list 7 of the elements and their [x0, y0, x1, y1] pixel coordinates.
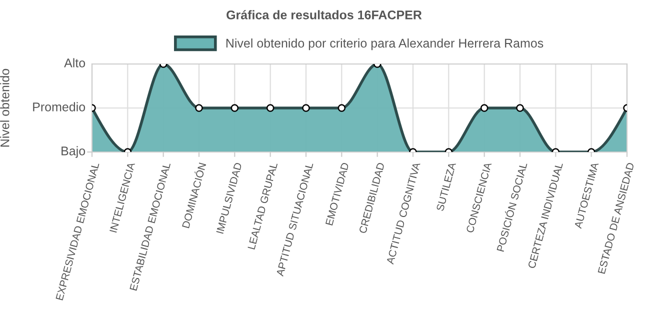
chart-title: Gráfica de resultados 16FACPER — [226, 10, 422, 20]
text: Promedio — [33, 102, 86, 112]
legend-label: Nivel obtenido por criterio para Alexander Herrera Ramos — [226, 38, 544, 50]
x-tick-label: LEALTAD GRUPAL — [248, 162, 278, 250]
text: Bajo — [62, 146, 86, 158]
text: Alto — [64, 58, 86, 68]
y-axis-title: Nivel obtenido — [0, 68, 10, 147]
